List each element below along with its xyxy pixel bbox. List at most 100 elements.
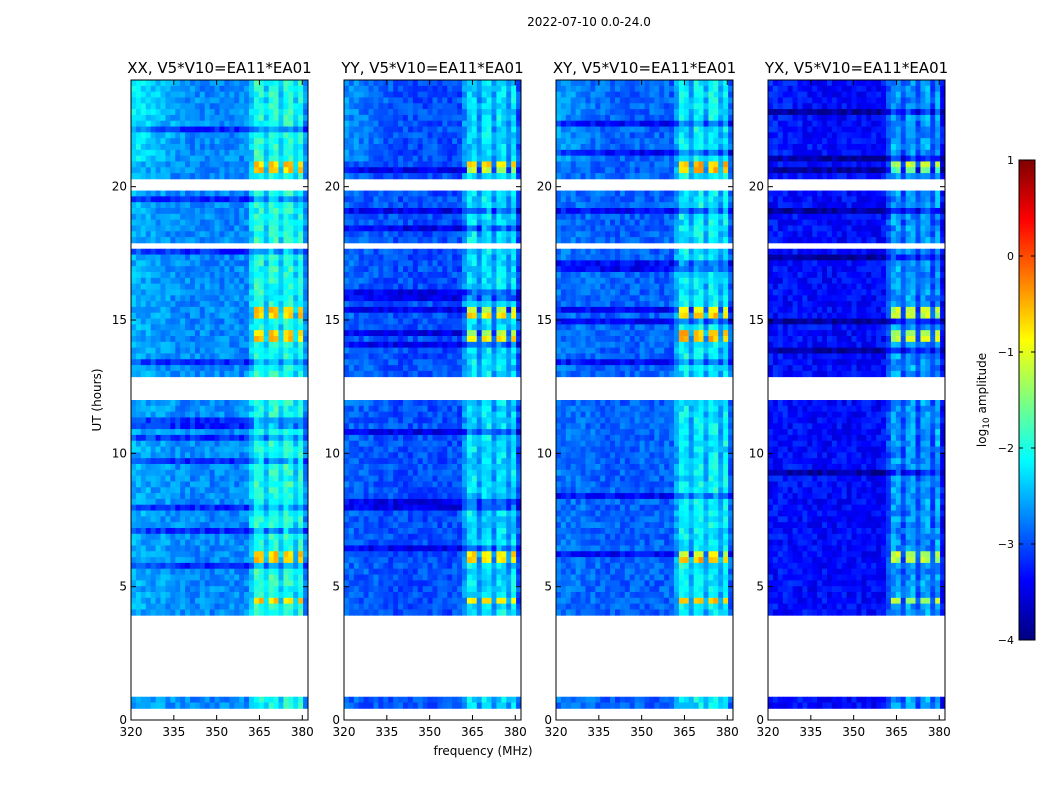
heatmap-cell <box>303 574 309 581</box>
heatmap-cell <box>496 248 502 255</box>
heatmap-cell <box>288 295 294 302</box>
heatmap-cell <box>303 173 309 180</box>
heatmap-cell <box>145 574 152 581</box>
heatmap-cell <box>258 359 265 366</box>
heatmap-cell <box>393 213 399 221</box>
heatmap-cell <box>432 289 438 296</box>
heatmap-cell <box>283 423 289 430</box>
heatmap-cell <box>432 359 438 366</box>
heatmap-cell <box>358 208 365 215</box>
heatmap-cell <box>224 586 230 593</box>
heatmap-cell <box>457 301 463 308</box>
heatmap-cell <box>214 469 220 477</box>
heatmap-cell <box>388 149 394 157</box>
heatmap-cell <box>263 469 270 477</box>
heatmap-cell <box>471 213 478 221</box>
heatmap-cell <box>373 219 379 226</box>
heatmap-cell <box>278 574 284 581</box>
heatmap-cell <box>253 324 260 331</box>
heatmap-cell <box>131 260 137 267</box>
heatmap-cell <box>160 208 166 215</box>
heatmap-cell <box>180 336 186 343</box>
heatmap-cell <box>209 237 215 244</box>
heatmap-cell <box>170 481 176 488</box>
heatmap-cell <box>249 120 255 127</box>
heatmap-cell <box>437 85 443 93</box>
heatmap-cell <box>194 196 201 203</box>
heatmap-cell <box>268 213 274 221</box>
heatmap-cell <box>363 347 369 354</box>
heatmap-cell <box>135 341 142 349</box>
heatmap-cell <box>170 173 176 180</box>
heatmap-cell <box>253 365 260 372</box>
heatmap-cell <box>273 696 279 703</box>
heatmap-cell <box>244 120 250 127</box>
heatmap-cell <box>403 219 409 226</box>
heatmap-cell <box>278 411 284 418</box>
heatmap-cell <box>180 592 186 599</box>
heatmap-cell <box>263 324 270 331</box>
heatmap-cell <box>253 522 260 529</box>
heatmap-cell <box>239 161 245 168</box>
heatmap-cell <box>437 283 443 290</box>
heatmap-cell <box>427 347 433 354</box>
heatmap-cell <box>481 359 487 366</box>
heatmap-cell <box>234 353 240 360</box>
heatmap-cell <box>288 586 294 593</box>
heatmap-cell <box>160 504 166 511</box>
heatmap-cell <box>398 347 404 354</box>
heatmap-cell <box>466 289 473 296</box>
heatmap-cell <box>447 213 453 221</box>
heatmap-cell <box>496 347 502 354</box>
heatmap-cell <box>170 248 176 255</box>
heatmap-cell <box>229 248 235 255</box>
heatmap-cell <box>224 522 230 529</box>
heatmap-cell <box>180 562 186 570</box>
heatmap-cell <box>244 138 250 145</box>
heatmap-cell <box>214 237 220 244</box>
heatmap-cell <box>175 138 181 145</box>
heatmap-cell <box>442 336 448 343</box>
heatmap-cell <box>204 528 211 535</box>
heatmap-cell <box>393 400 399 407</box>
heatmap-cell <box>249 167 255 174</box>
heatmap-cell <box>486 196 492 203</box>
heatmap-cell <box>214 80 220 87</box>
heatmap-cell <box>388 254 394 261</box>
heatmap-cell <box>268 405 274 413</box>
heatmap-cell <box>204 370 211 378</box>
heatmap-cell <box>234 213 240 221</box>
heatmap-cell <box>170 586 176 593</box>
heatmap-cell <box>481 97 487 104</box>
heatmap-cell <box>145 277 152 285</box>
heatmap-cell <box>135 405 142 413</box>
heatmap-cell <box>214 510 220 517</box>
heatmap-cell <box>273 196 279 203</box>
heatmap-cell <box>175 85 181 93</box>
heatmap-cell <box>398 248 404 255</box>
heatmap-cell <box>224 301 230 308</box>
heatmap-cell <box>303 231 309 238</box>
heatmap-cell <box>165 213 171 221</box>
heatmap-cell <box>363 144 369 151</box>
heatmap-cell <box>244 190 250 197</box>
heatmap-cell <box>199 522 206 529</box>
heatmap-cell <box>481 306 487 314</box>
heatmap-cell <box>452 347 458 354</box>
heatmap-cell <box>214 144 220 151</box>
heatmap-cell <box>298 609 304 616</box>
heatmap-cell <box>239 266 245 273</box>
heatmap-cell <box>185 429 191 436</box>
heatmap-cell <box>298 504 304 511</box>
heatmap-cell <box>199 434 206 442</box>
heatmap-cell <box>135 510 142 517</box>
heatmap-cell <box>278 365 284 372</box>
heatmap-cell <box>348 155 355 162</box>
heatmap-cell <box>258 568 265 575</box>
heatmap-cell <box>452 208 458 215</box>
heatmap-cell <box>393 341 399 349</box>
heatmap-cell <box>150 365 156 372</box>
heatmap-cell <box>516 405 522 413</box>
heatmap-cell <box>234 260 240 267</box>
heatmap-cell <box>180 231 186 238</box>
